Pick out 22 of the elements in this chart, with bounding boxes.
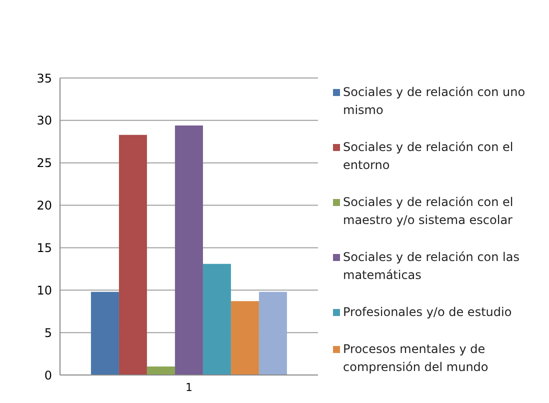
- bar: [230, 301, 259, 375]
- y-tick-label: 30: [36, 114, 52, 128]
- bar: [258, 292, 287, 375]
- y-tick-label: 5: [44, 326, 52, 340]
- legend-label: Profesionales y/o de estudio: [343, 304, 512, 321]
- y-tick-label: 15: [36, 240, 52, 255]
- bar: [202, 264, 231, 375]
- bar: [174, 126, 203, 375]
- legend-label: Sociales y de relación con el entorno: [343, 139, 514, 174]
- legend-label: Sociales y de relación con las matemáticas: [343, 249, 520, 284]
- y-tick-label: 0: [44, 368, 52, 382]
- bar: [118, 134, 147, 375]
- legend-label: Sociales y de relación con uno mismo: [343, 84, 526, 119]
- x-tick-label: 1: [186, 380, 192, 394]
- y-tick-label: 20: [36, 198, 52, 213]
- bar: [90, 292, 119, 375]
- y-tick-label: 10: [36, 283, 52, 298]
- legend-label: Sociales y de relación con el maestro y/o sistema escolar: [343, 194, 514, 229]
- y-tick-label: 25: [36, 156, 52, 170]
- legend-label: Procesos mentales y de comprensión del mundo: [343, 341, 490, 376]
- y-tick-label: 35: [36, 71, 52, 86]
- bar: [146, 366, 175, 375]
